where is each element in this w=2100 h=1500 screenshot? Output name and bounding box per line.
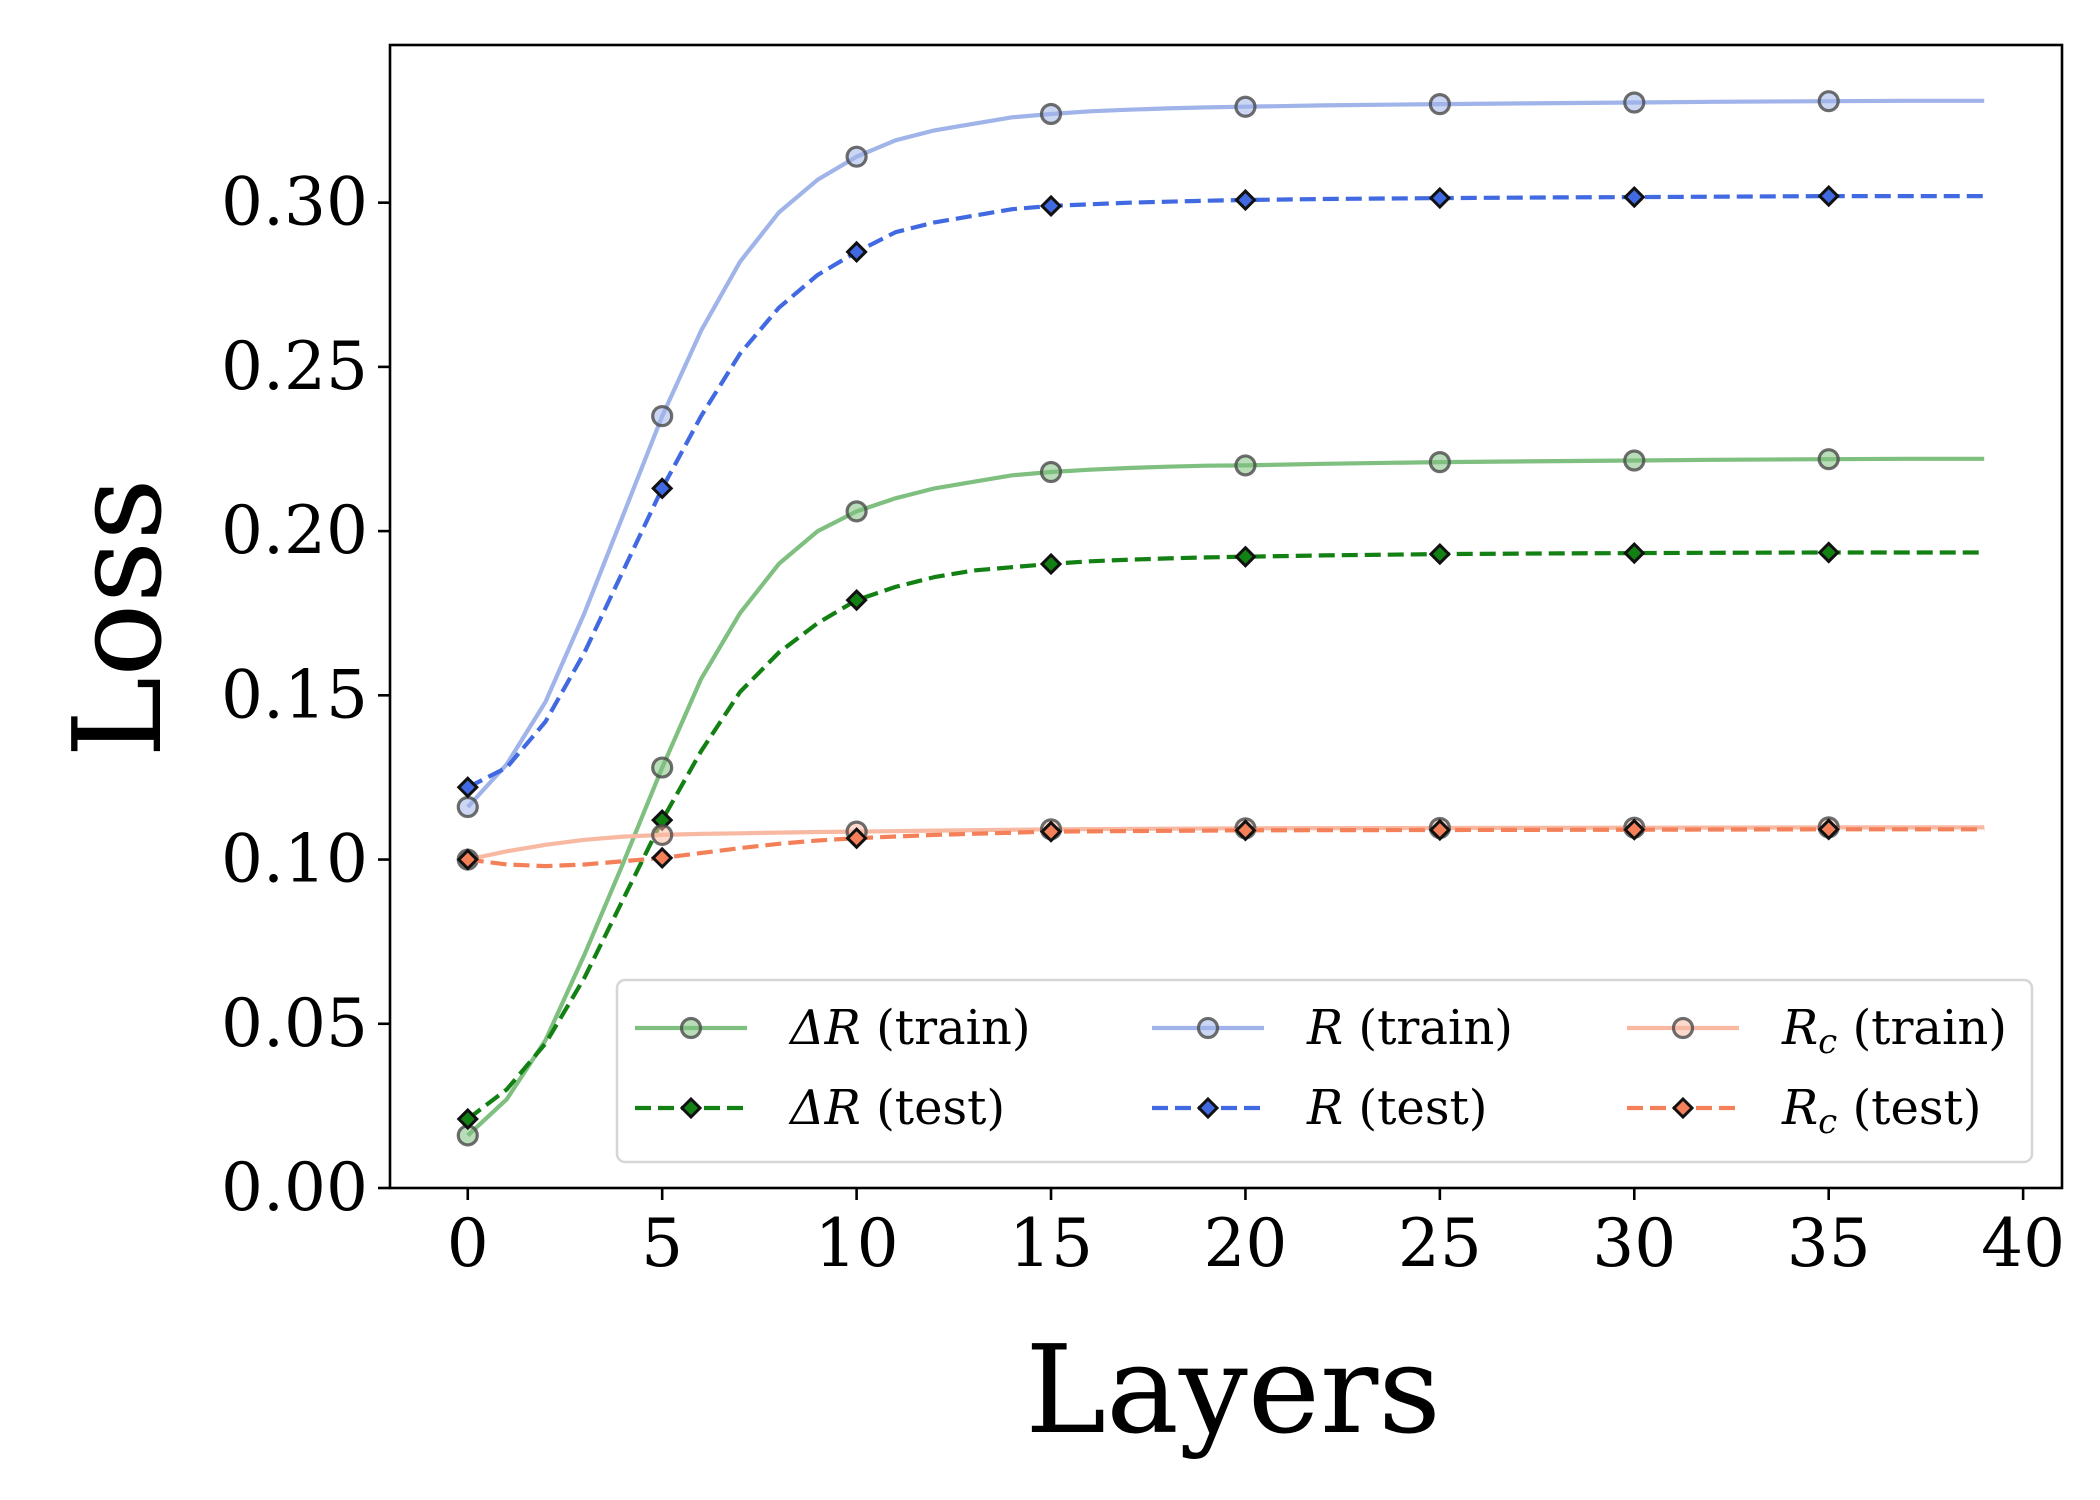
legend-entry-r-test: R (test) — [1152, 1080, 1487, 1136]
r-test-point — [1039, 194, 1063, 218]
delta-r-train-series — [456, 448, 1985, 1147]
rc-train-point — [651, 823, 674, 847]
delta-r-train-point — [651, 756, 674, 779]
delta-r-train-point — [1234, 454, 1257, 477]
delta-r-train-point — [845, 500, 868, 523]
r-train-point — [1817, 90, 1840, 113]
r-train-line — [466, 98, 1985, 809]
y-tick-label: 0.05 — [221, 985, 368, 1062]
r-test-series — [456, 184, 1985, 799]
x-axis-title: Layers — [1025, 1319, 1441, 1461]
rc-test-point — [1428, 818, 1451, 842]
legend-entry-delta-r-train: ΔR (train) — [635, 1000, 1031, 1056]
rc-train-line — [467, 825, 1985, 862]
r-train-point — [1428, 93, 1451, 116]
delta-r-test-line — [466, 550, 1985, 1121]
r-test-point — [456, 776, 479, 799]
legend-entry-delta-r-test: ΔR (test) — [635, 1080, 1005, 1136]
y-tick-label: 0.00 — [221, 1149, 368, 1226]
y-tick-label: 0.30 — [221, 164, 368, 241]
rc-test-point — [1817, 818, 1840, 841]
y-tick-label: 0.25 — [221, 328, 368, 405]
delta-r-test-point — [1234, 545, 1257, 568]
legend-delta-r-train-point — [679, 1016, 703, 1040]
r-train-point — [651, 405, 674, 428]
delta-r-train-point — [1623, 449, 1646, 472]
delta-r-test-point — [1623, 541, 1646, 565]
x-tick-label: 25 — [1398, 1205, 1482, 1282]
x-tick-label: 10 — [815, 1205, 899, 1282]
rc-test-series — [456, 818, 1985, 871]
delta-r-train-point — [1039, 460, 1063, 484]
y-tick-label: 0.20 — [221, 492, 368, 569]
x-tick-label: 35 — [1787, 1205, 1871, 1282]
r-train-series — [456, 90, 1985, 819]
rc-test-point — [1623, 818, 1646, 841]
legend-label: R (test) — [1306, 1080, 1487, 1136]
delta-r-test-series — [456, 541, 1985, 1131]
rc-test-point — [1039, 820, 1063, 843]
r-train-point — [1039, 102, 1063, 126]
x-tick-label: 0 — [447, 1205, 489, 1282]
legend-r-test-point — [1196, 1096, 1220, 1120]
r-test-line — [466, 194, 1985, 790]
x-tick-label: 20 — [1203, 1205, 1287, 1282]
series-layer — [456, 90, 1985, 1147]
legend-label: Rc (test) — [1781, 1080, 1982, 1142]
rc-test-point — [456, 848, 479, 871]
legend-rc-test-point — [1671, 1096, 1695, 1120]
legend-delta-r-test-point — [679, 1096, 703, 1120]
axes-layer: 0 5 10 15 20 25 30 35 40 0.00 0.05 0.10 0.15 0.20 0.25… — [221, 43, 2065, 1282]
delta-r-train-point — [1428, 451, 1451, 474]
r-train-point — [845, 145, 868, 168]
r-test-point — [1428, 186, 1451, 210]
legend-label: ΔR (test) — [788, 1080, 1005, 1136]
x-tick-label: 15 — [1009, 1205, 1093, 1282]
delta-r-test-point — [1039, 552, 1063, 576]
rc-test-line — [467, 827, 1985, 869]
legend-label: ΔR (train) — [788, 1000, 1031, 1056]
y-tick-label: 0.10 — [221, 821, 368, 898]
legend-rc-train-point — [1671, 1016, 1695, 1040]
legend-r-train-point — [1196, 1016, 1220, 1040]
r-test-point — [1623, 185, 1646, 209]
r-train-point — [456, 795, 479, 819]
y-axis-title: Loss — [47, 478, 189, 758]
legend-label: Rc (train) — [1781, 1000, 2007, 1062]
r-train-point — [1623, 91, 1646, 114]
delta-r-test-point — [845, 588, 868, 612]
legend-entry-r-train: R (train) — [1152, 1000, 1513, 1056]
plot-frame — [388, 43, 2064, 1190]
x-tick-label: 30 — [1592, 1205, 1676, 1282]
legend-entry-rc-train: Rc (train) — [1627, 1000, 2007, 1062]
rc-test-point — [651, 846, 674, 870]
r-test-point — [1234, 188, 1257, 212]
delta-r-test-point — [456, 1107, 479, 1131]
r-test-point — [1817, 184, 1840, 208]
r-test-point — [651, 477, 674, 500]
r-train-point — [1234, 95, 1257, 118]
legend-label: R (train) — [1306, 1000, 1513, 1056]
rc-test-point — [845, 827, 868, 850]
delta-r-train-line — [466, 456, 1985, 1137]
legend-entry-rc-test: Rc (test) — [1627, 1080, 1982, 1142]
delta-r-test-point — [1428, 542, 1451, 566]
x-tick-label: 40 — [1981, 1205, 2065, 1282]
delta-r-test-point — [1817, 541, 1840, 564]
x-tick-label: 5 — [641, 1205, 683, 1282]
y-tick-label: 0.15 — [221, 656, 368, 733]
legend: ΔR (train) ΔR (test) R (train) R (test) Rc (… — [615, 978, 2034, 1164]
rc-test-point — [1234, 819, 1257, 842]
r-test-point — [845, 240, 868, 264]
delta-r-train-point — [1817, 448, 1840, 471]
